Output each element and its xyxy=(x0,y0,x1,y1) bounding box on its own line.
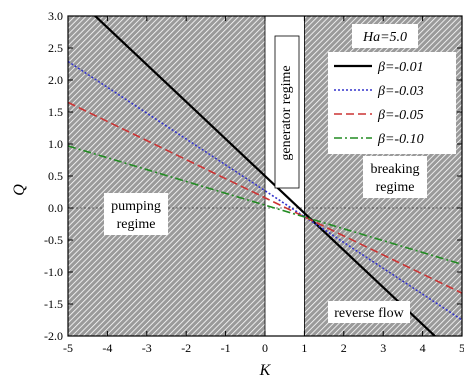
x-tick-label: 2 xyxy=(341,341,347,355)
y-tick-label: 2.5 xyxy=(48,41,63,55)
y-tick-label: 2.0 xyxy=(48,73,63,87)
y-tick-label: -2.0 xyxy=(44,329,63,343)
y-tick-label: -1.0 xyxy=(44,265,63,279)
series-line-2 xyxy=(68,101,462,294)
x-tick-label: -1 xyxy=(221,341,231,355)
x-tick-label: 5 xyxy=(459,341,464,355)
reverse-flow-label-box: reverse flow xyxy=(328,301,410,323)
generator-label-box: generator regime xyxy=(274,35,300,189)
reverse-flow-label: reverse flow xyxy=(334,306,404,321)
pumping-label-line-0: pumping xyxy=(111,199,161,214)
x-tick-label: -4 xyxy=(102,341,112,355)
x-tick-label: -2 xyxy=(181,341,191,355)
pumping-label-bg xyxy=(104,193,168,235)
series-line-0 xyxy=(93,16,437,336)
y-tick-label: -0.5 xyxy=(44,233,63,247)
legend-label-0: β=-0.01 xyxy=(377,60,424,75)
pumping-regime-label: pumping regime xyxy=(104,193,168,235)
y-axis-label: Q xyxy=(11,184,28,196)
x-axis-label: K xyxy=(259,362,272,379)
breaking-label-line-0: breaking xyxy=(371,162,420,177)
x-tick-label: 1 xyxy=(301,341,307,355)
breaking-regime-label: breaking regime xyxy=(363,156,427,198)
ha-annotation: Ha=5.0 xyxy=(362,30,407,45)
legend: β=-0.01 β=-0.03 β=-0.05 β=-0.10 xyxy=(328,52,456,154)
legend-label-2: β=-0.05 xyxy=(377,108,424,123)
pumping-label-line-1: regime xyxy=(117,217,156,232)
x-tick-label: 4 xyxy=(420,341,426,355)
legend-label-3: β=-0.10 xyxy=(377,132,424,147)
breaking-label-bg xyxy=(363,156,427,198)
x-tick-label: 3 xyxy=(380,341,386,355)
y-tick-label: 1.0 xyxy=(48,137,63,151)
y-tick-label: 3.0 xyxy=(48,9,63,23)
x-tick-label: -3 xyxy=(142,341,152,355)
y-tick-label: -1.5 xyxy=(44,297,63,311)
x-tick-label: 0 xyxy=(262,341,268,355)
y-tick-label: 0.5 xyxy=(48,169,63,183)
ha-annotation-box: Ha=5.0 xyxy=(352,24,418,48)
series-line-3 xyxy=(68,145,462,266)
y-tick-label: 1.5 xyxy=(48,105,63,119)
generator-regime-label: generator regime xyxy=(279,65,294,160)
x-tick-label: -5 xyxy=(63,341,73,355)
legend-label-1: β=-0.03 xyxy=(377,84,424,99)
y-tick-label: 0.0 xyxy=(48,201,63,215)
breaking-label-line-1: regime xyxy=(376,180,415,195)
series-line-1 xyxy=(68,60,462,321)
